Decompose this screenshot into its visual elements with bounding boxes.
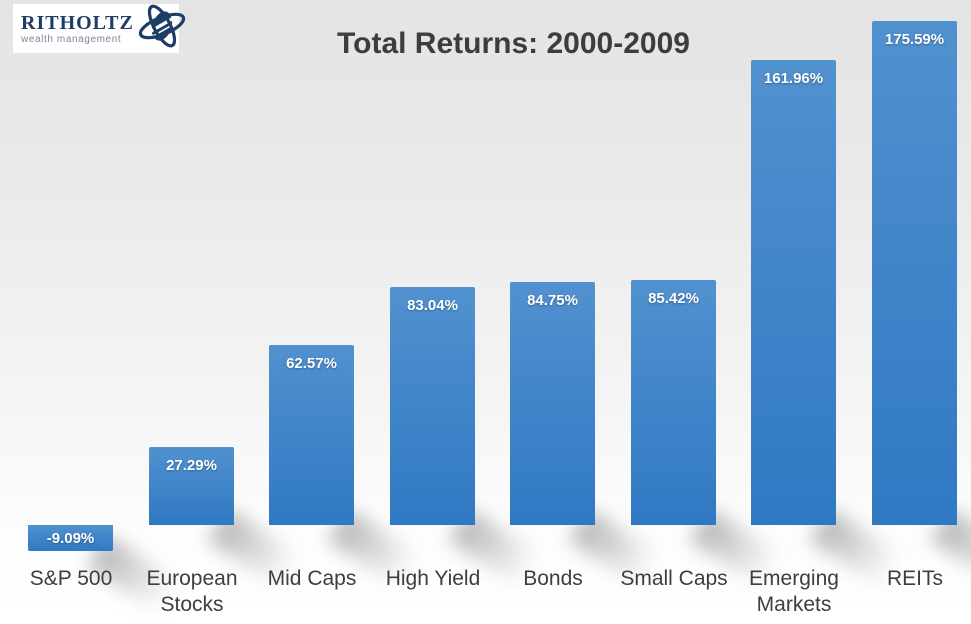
bar-small-caps: 85.42%	[631, 280, 716, 525]
category-label-small-caps: Small Caps	[620, 567, 728, 590]
bar-value-label: 161.96%	[763, 70, 824, 87]
bar-value-label: 62.57%	[286, 355, 337, 372]
bar-value-label: 175.59%	[884, 31, 945, 48]
category-label-s-p-500: S&P 500	[29, 567, 113, 590]
category-label-european-stocks: European Stocks	[146, 567, 238, 616]
logo-text: RITHOLTZ wealth management	[21, 13, 134, 45]
category-label-reits: REITs	[886, 567, 943, 590]
bar-emerging-markets: 161.96%	[751, 60, 836, 525]
bar-high-yield: 83.04%	[390, 287, 475, 525]
bar-value-label: 84.75%	[527, 292, 578, 309]
bar-value-label: 27.29%	[166, 457, 217, 474]
logo-tagline: wealth management	[21, 33, 122, 45]
category-label-high-yield: High Yield	[385, 567, 481, 590]
bar-mid-caps: 62.57%	[269, 345, 354, 525]
logo-brand: RITHOLTZ	[21, 11, 134, 34]
bar-european-stocks: 27.29%	[149, 447, 234, 525]
bar-bonds: 84.75%	[510, 282, 595, 525]
bar-value-label: 85.42%	[648, 290, 699, 307]
category-label-emerging-markets: Emerging Markets	[749, 567, 839, 616]
bar-value-label: 83.04%	[407, 297, 458, 314]
category-label-bonds: Bonds	[523, 567, 583, 590]
bar-s-p-500: -9.09%	[28, 525, 113, 551]
bar-value-label: -9.09%	[46, 529, 95, 547]
category-label-mid-caps: Mid Caps	[267, 567, 357, 590]
globe-orbit-icon	[136, 2, 188, 55]
chart-title: Total Returns: 2000-2009	[337, 27, 690, 60]
bar-reits: 175.59%	[872, 21, 957, 525]
ritholtz-logo: RITHOLTZ wealth management	[13, 4, 186, 53]
